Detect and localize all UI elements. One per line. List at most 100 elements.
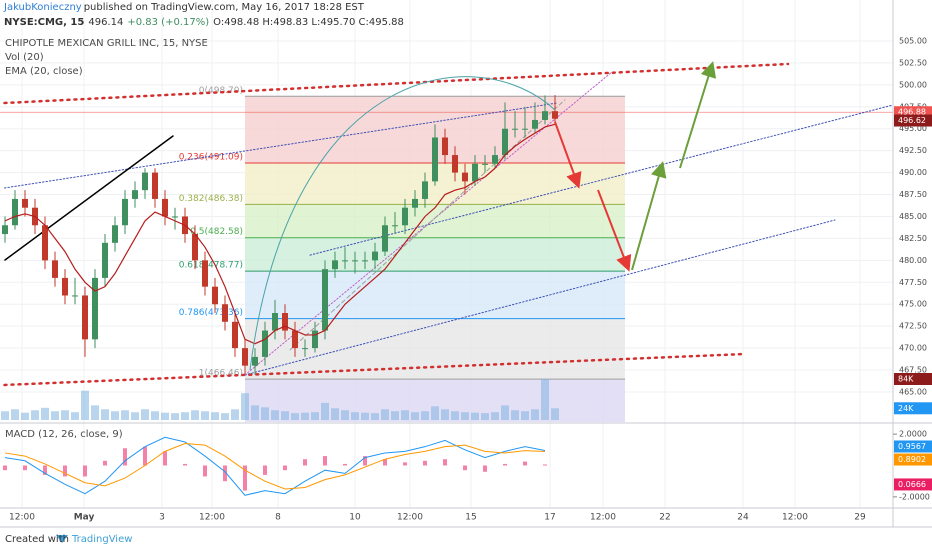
macd-histogram xyxy=(463,465,467,471)
volume-bar xyxy=(81,390,89,420)
volume-bar xyxy=(351,412,359,420)
trend-line xyxy=(3,62,790,105)
axis-tag xyxy=(894,453,932,466)
volume-bar xyxy=(11,409,19,420)
volume-bar xyxy=(281,411,289,420)
green-arrow xyxy=(679,61,717,169)
x-tick-label: 12:00 xyxy=(199,513,225,523)
candle-body xyxy=(512,128,518,130)
footer-brand[interactable]: TradingView xyxy=(71,534,132,545)
x-tick-label: 22 xyxy=(659,513,670,523)
candle-body xyxy=(442,137,448,156)
candle-body xyxy=(432,137,438,182)
volume-bar xyxy=(31,410,39,420)
macd-histogram xyxy=(483,465,487,472)
volume-bar xyxy=(151,411,159,420)
macd-histogram xyxy=(3,465,7,471)
candle-body xyxy=(552,111,558,119)
signal-line xyxy=(4,443,546,490)
x-tick-label: 12:00 xyxy=(9,513,35,523)
fib-label: 0.618(478.77) xyxy=(179,261,243,271)
candle-body xyxy=(412,198,418,208)
volume-bar xyxy=(221,413,229,420)
volume-bar xyxy=(161,412,169,420)
x-tick-label: 12:00 xyxy=(782,513,808,523)
candle-body xyxy=(462,172,468,182)
volume-bar xyxy=(391,411,399,420)
volume-bar xyxy=(481,413,489,420)
macd-histogram xyxy=(103,460,107,466)
symbol-line: NYSE:CMG, 15 496.14 +0.83 (+0.17%) O:498.48… xyxy=(4,17,408,28)
volume-bar xyxy=(401,410,409,420)
y-tick-label: 482.50 xyxy=(899,234,927,243)
y-tick-label: 495.00 xyxy=(899,124,927,133)
candle-body xyxy=(22,198,28,208)
candle-body xyxy=(472,163,478,182)
candle-body xyxy=(392,225,398,227)
axis-tag xyxy=(894,402,932,415)
candle-body xyxy=(422,181,428,199)
volume-bar xyxy=(471,412,479,420)
volume-bar xyxy=(131,412,139,420)
y-tick-label: 477.50 xyxy=(899,278,927,287)
volume-bar xyxy=(61,410,69,420)
trend-line xyxy=(244,219,836,376)
red-arrow xyxy=(597,189,632,272)
volume-bar xyxy=(491,412,499,420)
macd-histogram xyxy=(423,460,427,466)
volume-bar xyxy=(461,412,469,420)
volume-bar xyxy=(501,405,509,420)
macd-histogram xyxy=(243,465,247,491)
volume-bar xyxy=(331,408,339,420)
volume-bar xyxy=(521,411,529,420)
macd-histogram xyxy=(43,465,47,475)
volume-bar xyxy=(431,406,439,420)
trend-line xyxy=(244,71,613,376)
axis-tag-label: 496.88 xyxy=(898,108,926,117)
candle-body xyxy=(2,225,8,235)
volume-bar xyxy=(271,410,279,420)
volume-bar xyxy=(411,412,419,420)
volume-bar xyxy=(211,412,219,420)
volume-bar xyxy=(341,410,349,420)
axis-tag-label: 0.0666 xyxy=(898,480,926,489)
macd-histogram xyxy=(403,462,407,466)
axis-tag-label: 496.62 xyxy=(898,116,926,125)
ema-line xyxy=(4,123,556,345)
volume-bar xyxy=(441,409,449,420)
candle-body xyxy=(82,295,88,340)
candle-body xyxy=(302,348,308,350)
candle-body xyxy=(192,234,198,261)
y-tick-label: 472.50 xyxy=(899,322,927,331)
candle-body xyxy=(352,260,358,262)
fib-band xyxy=(245,237,625,272)
macd-histogram xyxy=(263,465,267,475)
macd-histogram xyxy=(143,446,147,466)
x-tick-label: 15 xyxy=(465,513,476,523)
candle-body xyxy=(142,172,148,191)
volume-bar xyxy=(91,405,99,420)
y-tick-label: 505.00 xyxy=(899,36,927,45)
volume-bar xyxy=(71,412,79,420)
chart-title: CHIPOTLE MEXICAN GRILL INC, 15, NYSE xyxy=(5,38,208,49)
drawings-layout xyxy=(249,61,717,371)
candle-body xyxy=(92,277,98,340)
volume-bar xyxy=(531,409,539,420)
trend-line xyxy=(4,102,558,189)
volume-bar xyxy=(121,410,129,420)
macd-histogram xyxy=(183,463,187,466)
candle-body xyxy=(362,260,368,262)
volume-bar xyxy=(51,411,59,420)
macd-histogram xyxy=(543,464,547,466)
y-tick-label: 502.50 xyxy=(899,58,927,67)
x-tick-label: 8 xyxy=(275,513,281,523)
author-link[interactable]: JakubKonieczny xyxy=(4,2,82,13)
macd-histogram xyxy=(303,459,307,466)
candle-body xyxy=(292,330,298,349)
volume-bar xyxy=(261,407,269,420)
axis-tag-label: 0.9567 xyxy=(898,442,926,451)
axis-tag xyxy=(894,440,932,453)
macd-histogram xyxy=(283,465,287,471)
candle-body xyxy=(402,207,408,226)
y-tick-label: 490.00 xyxy=(899,168,927,177)
